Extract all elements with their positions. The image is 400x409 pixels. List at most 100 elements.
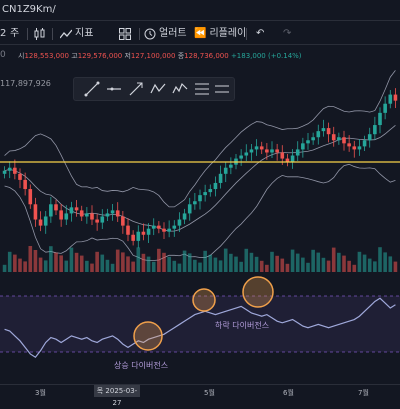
pattern-icon[interactable] xyxy=(150,81,166,97)
candle-body xyxy=(121,216,125,226)
price-chart[interactable] xyxy=(0,0,400,384)
candle-body xyxy=(90,213,94,220)
volume-bar xyxy=(357,251,362,272)
volume-bar xyxy=(203,250,207,272)
candle-body xyxy=(203,192,207,196)
candle-body xyxy=(95,219,99,223)
close-label: 종 xyxy=(177,52,185,60)
candle-body xyxy=(13,167,17,174)
volume-bar xyxy=(234,256,238,272)
volume-bar xyxy=(126,256,130,272)
volume-bar xyxy=(367,258,372,272)
volume-bar xyxy=(38,257,43,272)
volume-bar xyxy=(136,247,141,272)
candle-body xyxy=(301,143,305,150)
candle-body xyxy=(126,225,130,235)
arrow-icon[interactable] xyxy=(128,81,144,97)
candle-body xyxy=(167,228,171,232)
candle-body xyxy=(311,137,315,141)
volume-bar xyxy=(229,253,233,272)
toolbar-divider xyxy=(27,28,28,40)
volume-bar xyxy=(7,251,12,272)
redo-icon: ↷ xyxy=(283,28,292,39)
volume-bar xyxy=(213,257,218,272)
volume-bar xyxy=(311,249,315,272)
x-tick-label: 3월 xyxy=(35,389,46,397)
candle-body xyxy=(223,167,228,174)
candle-body xyxy=(64,213,69,220)
volume-bar xyxy=(198,262,202,272)
volume-bar xyxy=(79,255,84,272)
undo-button[interactable]: ↶ xyxy=(256,26,264,42)
trendline-icon[interactable] xyxy=(84,81,100,97)
redo-button[interactable]: ↷ xyxy=(283,26,291,42)
candle-body xyxy=(229,164,233,168)
open-value: 128,553,000 xyxy=(24,52,69,60)
volume-bar xyxy=(362,254,367,272)
volume-bar xyxy=(54,252,58,272)
volume-bar xyxy=(182,250,187,272)
volume-bar xyxy=(33,250,38,272)
volume-bar xyxy=(331,247,336,272)
rsi-band xyxy=(0,296,400,352)
candle-body xyxy=(331,134,336,141)
candle-body xyxy=(38,219,43,226)
candle-body xyxy=(33,204,38,220)
fib-retracement-icon[interactable] xyxy=(194,81,210,97)
volume-bar xyxy=(74,252,79,272)
candle-body xyxy=(23,179,27,190)
horizontal-ray-icon[interactable] xyxy=(106,81,122,97)
volume-bar xyxy=(23,261,27,272)
volume-bar xyxy=(141,253,146,272)
volume-bars xyxy=(2,246,398,272)
elliott-wave-icon[interactable] xyxy=(172,81,188,97)
replay-icon: ⏪ xyxy=(194,28,207,39)
volume-bar xyxy=(59,255,63,272)
candles-icon xyxy=(34,28,45,40)
volume-bar xyxy=(172,260,177,272)
candle-body xyxy=(275,149,279,153)
bollinger-basis xyxy=(4,125,396,232)
indicators-icon xyxy=(60,29,72,39)
symbol-title[interactable]: CN1Z9Km/ xyxy=(2,4,56,15)
alert-button[interactable]: 얼러트 xyxy=(144,26,187,42)
candle-body xyxy=(141,231,146,235)
candles xyxy=(2,88,398,249)
candle-body xyxy=(285,158,290,162)
rsi-line xyxy=(4,297,396,359)
drawing-toolbar xyxy=(73,77,235,101)
layout-button[interactable] xyxy=(119,26,131,42)
period-button[interactable]: 주 xyxy=(10,28,20,39)
candle-body xyxy=(69,207,74,214)
candle-body xyxy=(105,213,110,217)
candle-body xyxy=(85,213,89,217)
volume-bar xyxy=(64,260,69,272)
replay-button[interactable]: ⏪ 리플레이 xyxy=(194,26,246,42)
candle-body xyxy=(321,128,326,132)
volume-bar xyxy=(270,251,274,272)
volume-bar xyxy=(254,256,259,272)
volume-bar xyxy=(151,261,156,272)
candle-body xyxy=(79,210,84,217)
change-value: +183,000 (+0.14%) xyxy=(230,52,302,60)
candle-body xyxy=(218,173,223,183)
parallel-channel-icon[interactable] xyxy=(214,81,230,97)
candle-body xyxy=(110,210,115,214)
volume-bar xyxy=(378,247,382,272)
candle-body xyxy=(28,189,33,205)
indicators-button[interactable]: 지표 xyxy=(60,26,93,42)
toolbar-left-glyph[interactable]: 2 xyxy=(0,28,7,39)
volume-bar xyxy=(90,263,94,272)
candle-body xyxy=(208,189,213,193)
divergence-circle xyxy=(133,321,163,351)
volume-bar xyxy=(43,260,48,272)
undo-icon: ↶ xyxy=(256,28,265,39)
lowest-price-label: 117,897,926 xyxy=(0,79,51,88)
candle-body xyxy=(290,155,295,162)
volume-bar xyxy=(100,254,105,272)
x-axis[interactable]: 3월 5월 6월 7월 xyxy=(0,384,400,401)
volume-bar xyxy=(295,253,300,272)
chart-type-button[interactable] xyxy=(33,26,47,42)
bollinger-upper xyxy=(4,70,396,208)
volume-bar xyxy=(187,253,192,272)
